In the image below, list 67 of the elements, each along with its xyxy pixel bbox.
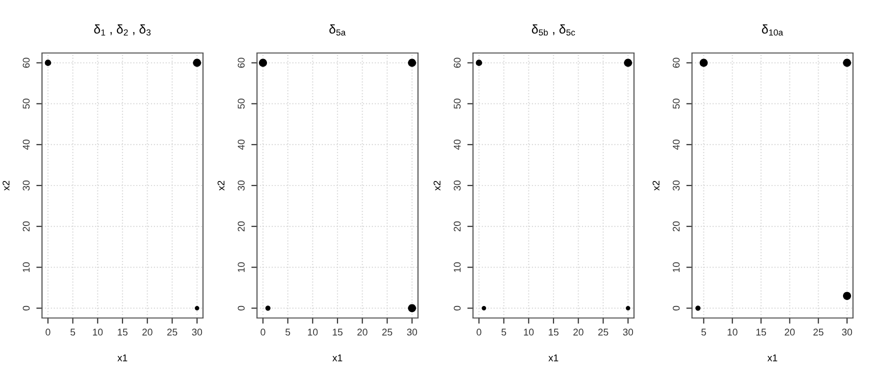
chart-title: δ$_{5a}$ bbox=[329, 24, 346, 36]
x-tick-label: 25 bbox=[167, 328, 178, 336]
y-tick-label: 10 bbox=[22, 262, 30, 272]
x-axis-title: x1 bbox=[767, 354, 778, 362]
x-tick-label: 15 bbox=[548, 328, 558, 336]
y-axis-title: x2 bbox=[218, 180, 224, 191]
x-axis-title: x1 bbox=[332, 354, 342, 362]
x-tick-label: 5 bbox=[285, 328, 290, 336]
x-axis-title: x1 bbox=[548, 354, 558, 362]
x-tick-label: 10 bbox=[308, 328, 318, 336]
y-tick-label: 40 bbox=[672, 140, 680, 150]
x-tick-label: 20 bbox=[573, 328, 584, 336]
y-tick-label: 0 bbox=[238, 306, 245, 311]
chart-title: δ$_{1}$ , δ$_{2}$ , δ$_{3}$ bbox=[94, 24, 151, 36]
y-axis-title: x2 bbox=[434, 180, 440, 191]
x-tick-label: 25 bbox=[813, 328, 824, 336]
x-tick-label: 0 bbox=[476, 328, 482, 336]
y-tick-label: 20 bbox=[238, 221, 245, 232]
y-tick-label: 20 bbox=[672, 221, 680, 232]
x-tick-label: 10 bbox=[92, 328, 103, 336]
x-tick-label: 25 bbox=[382, 328, 392, 336]
y-tick-label: 30 bbox=[672, 180, 680, 191]
y-tick-label: 50 bbox=[454, 98, 461, 109]
y-tick-label: 60 bbox=[454, 58, 461, 68]
y-tick-label: 40 bbox=[22, 140, 30, 150]
x-tick-label: 0 bbox=[46, 328, 50, 336]
y-tick-label: 20 bbox=[454, 221, 461, 232]
x-tick-label: 15 bbox=[118, 328, 128, 336]
chart-title: δ$_{5b}$ , δ$_{5c}$ bbox=[532, 24, 576, 36]
x-tick-label: 15 bbox=[756, 328, 766, 336]
y-tick-label: 0 bbox=[22, 306, 30, 311]
y-tick-label: 10 bbox=[672, 262, 680, 272]
x-tick-label: 20 bbox=[784, 328, 795, 336]
x-tick-label: 30 bbox=[842, 328, 852, 336]
y-tick-label: 10 bbox=[454, 262, 461, 272]
x-tick-label: 5 bbox=[501, 328, 506, 336]
y-tick-label: 50 bbox=[238, 98, 245, 109]
x-tick-label: 20 bbox=[357, 328, 368, 336]
y-tick-label: 0 bbox=[672, 306, 680, 311]
x-tick-label: 5 bbox=[701, 328, 706, 336]
x-tick-label: 0 bbox=[260, 328, 266, 336]
y-tick-label: 50 bbox=[672, 98, 680, 109]
y-axis-title: x2 bbox=[652, 180, 660, 191]
y-tick-label: 0 bbox=[454, 306, 461, 311]
y-tick-label: 40 bbox=[238, 140, 245, 150]
x-tick-label: 30 bbox=[623, 328, 634, 336]
x-tick-label: 30 bbox=[192, 328, 202, 336]
x-tick-label: 5 bbox=[70, 328, 76, 336]
x-tick-label: 10 bbox=[524, 328, 534, 336]
x-tick-label: 15 bbox=[332, 328, 342, 336]
y-tick-label: 30 bbox=[454, 180, 461, 191]
x-tick-label: 10 bbox=[728, 328, 738, 336]
y-tick-label: 60 bbox=[238, 58, 245, 68]
chart-title: δ$_{10a}$ bbox=[762, 24, 784, 36]
x-tick-label: 25 bbox=[598, 328, 608, 336]
x-tick-label: 30 bbox=[407, 328, 418, 336]
y-tick-label: 30 bbox=[22, 180, 30, 191]
x-tick-label: 20 bbox=[142, 328, 152, 336]
y-tick-label: 30 bbox=[238, 180, 245, 191]
y-tick-label: 40 bbox=[454, 140, 461, 150]
y-tick-label: 20 bbox=[22, 221, 30, 232]
y-tick-label: 60 bbox=[672, 58, 680, 68]
y-tick-label: 60 bbox=[22, 58, 30, 68]
y-axis-title: x2 bbox=[2, 180, 10, 191]
x-axis-title: x1 bbox=[117, 354, 128, 362]
y-tick-label: 50 bbox=[22, 98, 30, 109]
y-tick-label: 10 bbox=[238, 262, 245, 272]
